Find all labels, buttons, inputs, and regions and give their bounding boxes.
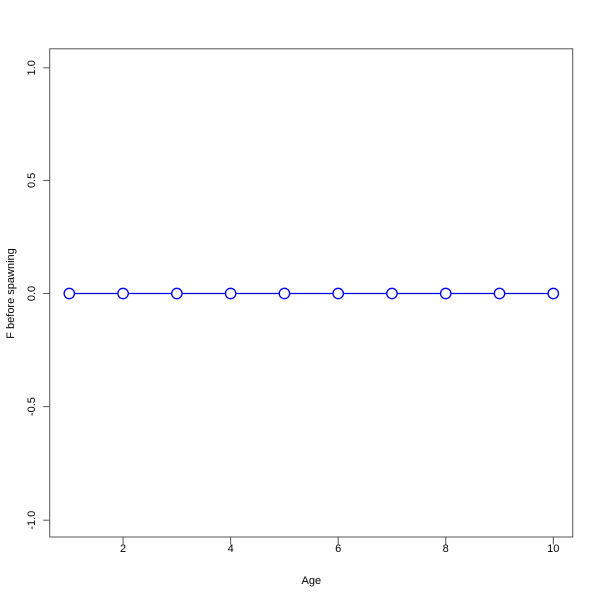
svg-text:-1.0: -1.0 — [26, 511, 38, 530]
svg-text:8: 8 — [443, 543, 449, 555]
svg-text:-0.5: -0.5 — [26, 397, 38, 416]
svg-text:6: 6 — [335, 543, 341, 555]
svg-text:4: 4 — [228, 543, 234, 555]
svg-text:Age: Age — [302, 575, 322, 587]
svg-text:1.0: 1.0 — [26, 60, 38, 75]
svg-text:F before spawning: F before spawning — [5, 248, 17, 339]
svg-text:10: 10 — [547, 543, 559, 555]
svg-text:0.5: 0.5 — [26, 173, 38, 188]
svg-text:2: 2 — [120, 543, 126, 555]
svg-text:0.0: 0.0 — [26, 286, 38, 301]
